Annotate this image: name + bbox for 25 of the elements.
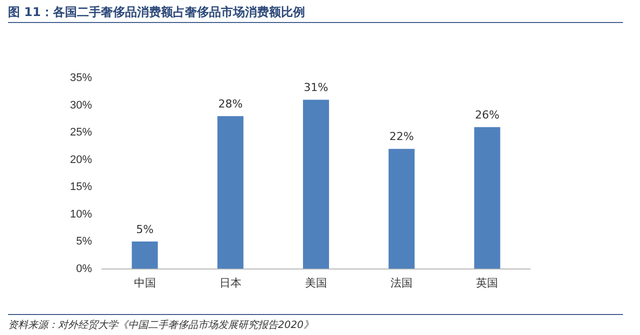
y-tick-label: 20% (70, 154, 92, 166)
x-tick-label: 法国 (390, 276, 413, 290)
x-tick-label: 美国 (305, 276, 328, 290)
bar (474, 127, 500, 269)
y-tick-label: 10% (70, 208, 92, 220)
x-tick-label: 日本 (219, 276, 242, 290)
x-tick-label: 英国 (476, 276, 498, 290)
bar (388, 148, 415, 269)
data-label: 31% (304, 81, 328, 94)
data-label: 5% (136, 222, 154, 236)
data-label: 28% (218, 98, 243, 111)
data-label: 22% (389, 130, 414, 144)
data-label: 26% (474, 108, 500, 122)
y-tick-label: 15% (70, 181, 92, 194)
y-tick-label: 25% (70, 126, 92, 139)
bar (303, 100, 330, 269)
x-tick-label: 中国 (134, 276, 156, 290)
chart-title: 图 11：各国二手奢侈品消费额占奢侈品市场消费额比例 (8, 4, 305, 21)
bar (132, 242, 158, 269)
bar (217, 116, 244, 269)
y-tick-label: 0% (76, 262, 92, 275)
text: 资料来源：对外经贸大学《中国二手奢侈品市场发展研究报告2020》 (8, 318, 314, 332)
y-tick-label: 30% (70, 99, 92, 112)
y-tick-label: 5% (76, 236, 92, 248)
y-tick-label: 35% (70, 72, 92, 84)
